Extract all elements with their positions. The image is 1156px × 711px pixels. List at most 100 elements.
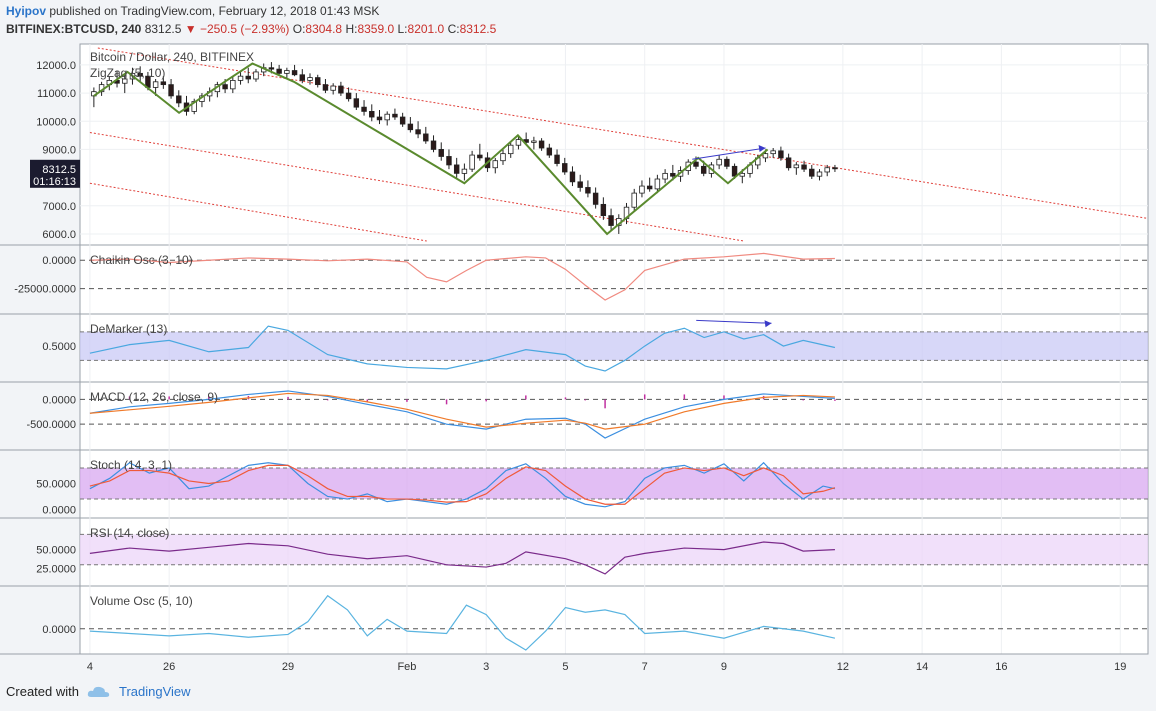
candle xyxy=(500,153,506,162)
indicator-line xyxy=(89,541,835,575)
candle xyxy=(585,187,591,194)
x-tick-label: 12 xyxy=(837,661,849,673)
y-tick-label: -500.0000 xyxy=(26,419,76,431)
candle xyxy=(152,81,159,88)
candle xyxy=(700,165,707,174)
indicator-line xyxy=(89,594,836,651)
indicator-band xyxy=(80,534,1148,565)
channel-line xyxy=(89,182,427,242)
close-label: C: xyxy=(447,22,460,36)
candle xyxy=(222,84,228,90)
candle xyxy=(253,71,259,80)
indicator-title: RSI (14, close) xyxy=(90,526,169,540)
candle xyxy=(353,98,360,108)
candle xyxy=(438,149,444,157)
channel-line xyxy=(89,132,744,242)
publish-line: Hyipov published on TradingView.com, Feb… xyxy=(6,4,379,18)
candle xyxy=(453,164,460,174)
candle xyxy=(176,95,182,104)
candle xyxy=(816,171,823,177)
candle xyxy=(670,172,676,177)
y-tick-label: 0.0000 xyxy=(42,255,76,267)
candle xyxy=(778,150,784,159)
candle xyxy=(477,154,483,159)
low-label: L: xyxy=(397,22,408,36)
candle xyxy=(693,161,699,167)
down-arrow-icon: ▼ xyxy=(184,22,197,36)
last-price-badge-text: 8312.5 xyxy=(42,164,76,176)
divergence-arrow xyxy=(692,147,766,160)
ohlc-line: BITFINEX:BTCUSD, 240 8312.5 ▼ −250.5 (−2… xyxy=(6,22,496,36)
x-tick-label: 3 xyxy=(483,661,489,673)
y-tick-label: 0.5000 xyxy=(42,341,76,353)
arrow-head-icon xyxy=(764,320,772,328)
chart-area[interactable]: 4 26 29 Feb 3 5 7 9 12 14 16 19 12000.0 11000.0 10000.… xyxy=(0,40,1156,682)
candle xyxy=(639,185,645,194)
candle xyxy=(739,172,746,177)
candle xyxy=(662,172,668,180)
indicator-series-line xyxy=(89,464,836,505)
candle xyxy=(569,171,576,183)
candle xyxy=(338,85,344,94)
y-tick-label: 10000.0 xyxy=(36,116,76,128)
indicator-band xyxy=(80,331,1148,361)
candle xyxy=(276,68,282,74)
y-tick-label: 9000.0 xyxy=(42,144,76,156)
candle xyxy=(384,113,390,121)
y-tick-label: 12000.0 xyxy=(36,60,76,72)
candle xyxy=(554,154,560,164)
candle xyxy=(515,139,522,146)
candle xyxy=(291,70,298,76)
indicator-line xyxy=(89,325,836,372)
candle xyxy=(415,129,421,135)
x-tick-label: 29 xyxy=(282,661,294,673)
candle xyxy=(646,185,653,190)
candle xyxy=(785,157,792,169)
candle xyxy=(430,140,437,150)
candle xyxy=(376,116,383,121)
candle xyxy=(793,164,800,169)
low-value: 8201.0 xyxy=(407,22,445,36)
candle xyxy=(369,110,375,118)
y-tick-label: 25.0000 xyxy=(36,564,76,576)
candle xyxy=(824,167,830,173)
indicator-title: Stoch (14, 3, 1) xyxy=(90,458,172,472)
x-tick-label: 26 xyxy=(163,661,175,673)
candle xyxy=(770,150,776,155)
candle xyxy=(654,178,661,190)
publisher-name[interactable]: Hyipov xyxy=(6,4,47,18)
candle xyxy=(531,140,537,143)
candle xyxy=(577,181,583,188)
candle xyxy=(245,75,251,80)
candle xyxy=(446,156,452,166)
high-value: 8359.0 xyxy=(357,22,395,36)
candle xyxy=(399,116,406,125)
candle xyxy=(361,106,367,112)
candle xyxy=(284,70,290,74)
last-price: 8312.5 xyxy=(144,22,182,36)
demarker-divergence-arrow xyxy=(696,319,772,324)
publish-info: published on TradingView.com, February 1… xyxy=(49,4,380,18)
candle xyxy=(592,192,599,205)
candle xyxy=(423,133,429,142)
candle xyxy=(731,165,738,177)
y-tick-label: 0.0000 xyxy=(42,504,76,516)
x-tick-label: 5 xyxy=(562,661,568,673)
candle xyxy=(407,123,414,131)
x-tick-label: 16 xyxy=(995,661,1007,673)
y-tick-label: 0.0000 xyxy=(42,394,76,406)
candle xyxy=(307,77,313,81)
indicator-title: Chaikin Osc (3, 10) xyxy=(90,253,193,267)
tradingview-brand[interactable]: TradingView xyxy=(118,684,191,699)
price-chart-title: Bitcoin / Dollar, 240, BITFINEX xyxy=(90,50,254,64)
candle xyxy=(268,67,275,70)
candle xyxy=(469,154,475,170)
candle xyxy=(600,203,607,217)
symbol-label: BITFINEX:BTCUSD, 240 xyxy=(6,22,142,36)
candle xyxy=(762,153,769,159)
candle xyxy=(315,77,321,86)
open-value: 8304.8 xyxy=(305,22,343,36)
x-tick-label: 4 xyxy=(87,661,93,673)
price-change: −250.5 (−2.93%) xyxy=(199,22,290,36)
candle xyxy=(801,164,807,170)
